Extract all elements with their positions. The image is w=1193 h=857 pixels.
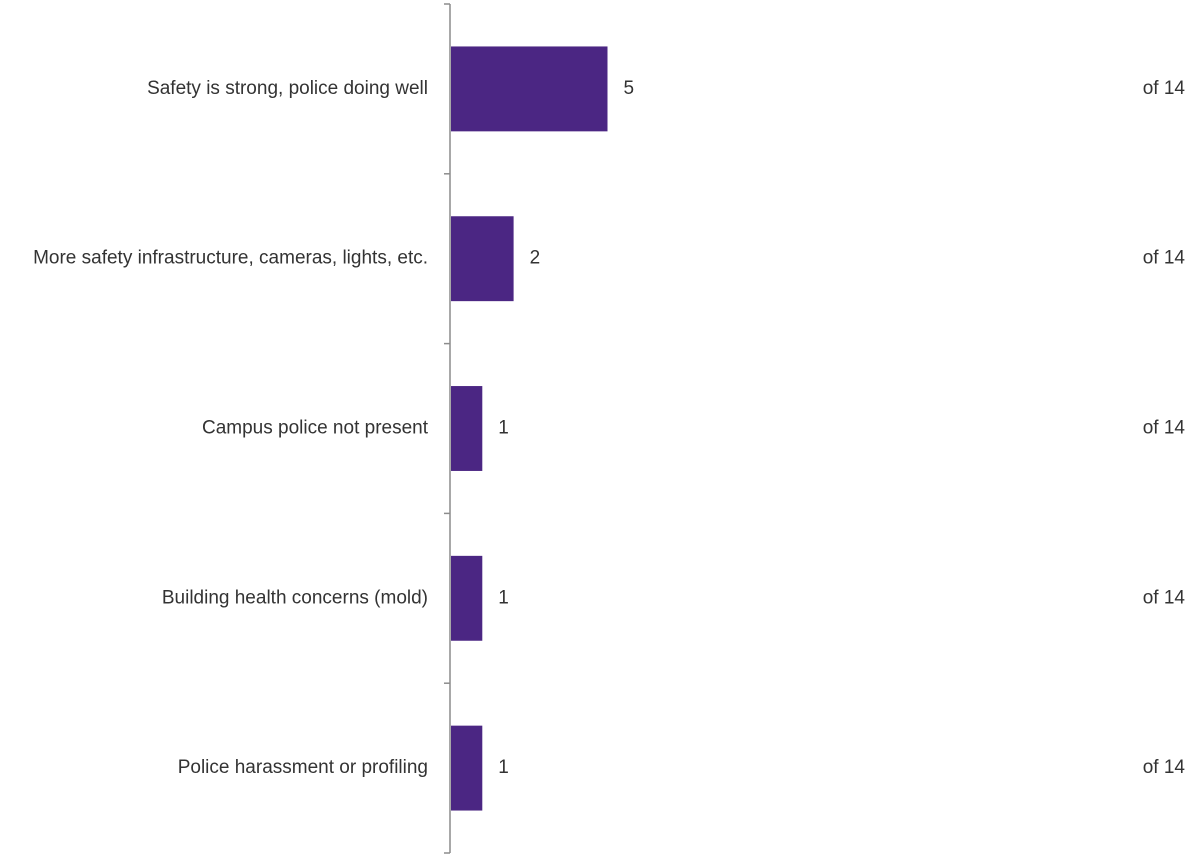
total-label: of 14 [1143,78,1186,99]
data-label: 2 [530,248,541,269]
total-labels: of 14 of 14 of 14 of 14 of 14 [1143,78,1186,778]
category-labels: Safety is strong, police doing well More … [33,78,429,778]
category-label: More safety infrastructure, cameras, lig… [33,248,428,269]
bar [451,725,483,811]
category-label: Police harassment or profiling [178,757,428,778]
bar [451,555,483,641]
category-label: Safety is strong, police doing well [147,78,428,99]
bar [451,216,514,302]
data-label: 1 [498,757,509,778]
bars [451,46,608,811]
data-label: 1 [498,587,509,608]
total-label: of 14 [1143,248,1186,269]
bar [451,46,608,132]
data-label: 1 [498,418,509,439]
category-label: Campus police not present [202,418,429,439]
total-label: of 14 [1143,757,1186,778]
data-label: 5 [624,78,635,99]
category-label: Building health concerns (mold) [162,587,428,608]
value-labels: 5 2 1 1 1 [498,78,634,778]
total-label: of 14 [1143,418,1186,439]
y-axis-ticks [444,3,450,854]
bar [451,386,483,471]
total-label: of 14 [1143,587,1186,608]
